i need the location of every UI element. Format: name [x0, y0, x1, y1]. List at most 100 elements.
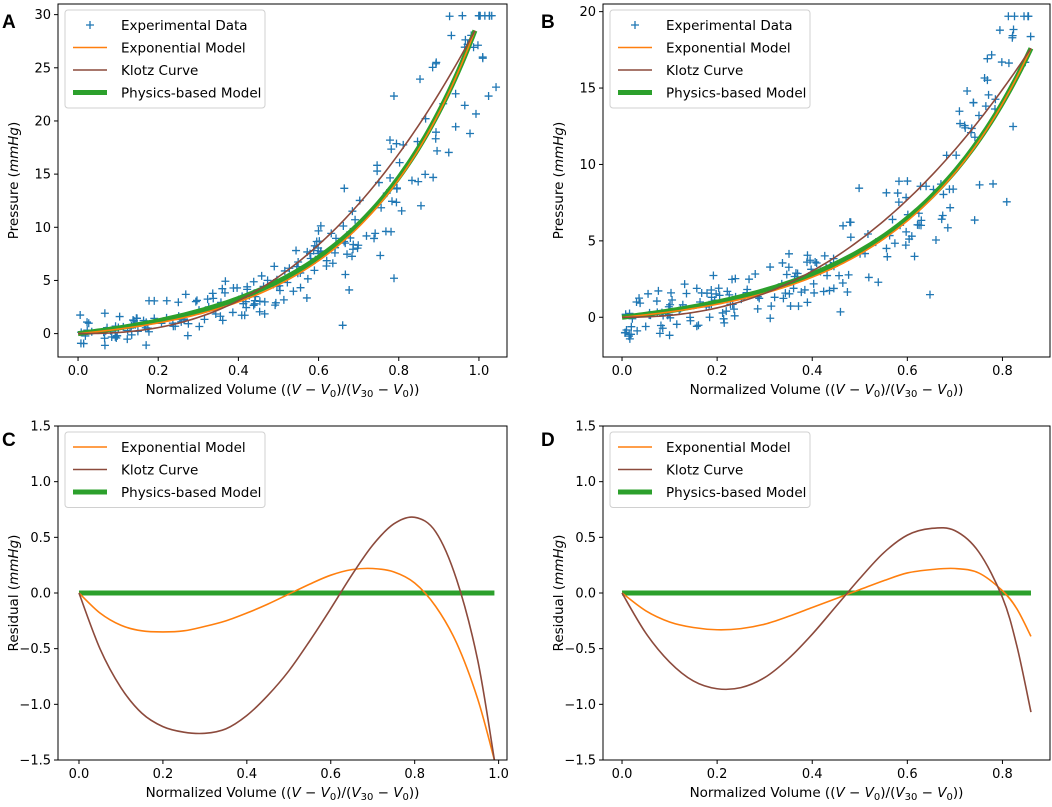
data-point: [397, 206, 406, 215]
data-point: [829, 284, 838, 293]
klotz-curve-line: [621, 526, 1032, 713]
data-point: [339, 221, 348, 230]
data-point: [354, 241, 363, 250]
data-point: [686, 316, 695, 325]
data-point: [910, 252, 919, 261]
data-point: [414, 177, 423, 186]
data-point: [322, 256, 331, 265]
data-point: [480, 11, 489, 20]
data-point: [111, 332, 120, 341]
data-point: [890, 239, 899, 248]
data-point: [328, 259, 337, 268]
data-point: [825, 286, 834, 295]
data-point: [894, 177, 903, 186]
data-point: [162, 296, 171, 305]
axis-ticks: 0.0 0.2 0.4 0.6 0.8 1.0 −1.5 −1.0 −0.5 0.0 0.5 1.0 1…: [19, 420, 509, 783]
data-point: [432, 58, 441, 67]
data-point: [347, 252, 356, 261]
data-point: [786, 302, 795, 311]
data-point: [83, 318, 92, 327]
data-point: [1023, 12, 1032, 21]
legend-label: Experimental Data: [666, 18, 793, 34]
data-point: [963, 87, 972, 96]
data-point: [303, 274, 312, 283]
axis-ticks: 0.0 0.2 0.4 0.6 0.8 −1.5 −1.0 −0.5 0.0 0.5 1.0 1.5: [564, 420, 1012, 783]
data-point: [789, 284, 798, 293]
data-point: [115, 312, 124, 321]
x-tick-label: 0.2: [707, 767, 728, 782]
klotz-curve: [78, 30, 476, 335]
x-tick-label: 0.8: [404, 767, 425, 782]
data-point: [1010, 12, 1019, 21]
data-point: [296, 283, 305, 292]
data-point: [635, 294, 644, 303]
data-point: [127, 330, 136, 339]
data-point: [478, 54, 487, 63]
data-point: [975, 180, 984, 189]
data-point: [466, 129, 475, 138]
data-point: [707, 285, 716, 294]
data-point: [636, 299, 645, 308]
data-point: [390, 274, 399, 283]
data-point: [218, 316, 227, 325]
data-point: [192, 296, 201, 305]
data-point: [779, 294, 788, 303]
data-point: [836, 307, 845, 316]
panel-b-pressure-volume: B 0.0 0.2 0.4 0.6 0.8 0 5 10 15 20 Normalized Volum…: [541, 3, 1051, 400]
data-point: [655, 329, 664, 338]
data-point: [997, 58, 1006, 67]
data-point: [458, 11, 467, 20]
data-point: [846, 233, 855, 242]
data-point: [995, 26, 1004, 35]
legend-label: Klotz Curve: [666, 63, 743, 79]
panel-d-residuals: D 0.0 0.2 0.4 0.6 0.8 −1.5 −1.0 −0.5 0.0 0.5 1.0 1.5…: [541, 420, 1051, 803]
data-point: [451, 89, 460, 98]
y-tick-label: 0.0: [30, 587, 51, 602]
data-point: [682, 289, 691, 298]
data-point: [625, 332, 634, 341]
data-point: [692, 322, 701, 331]
data-point: [820, 251, 829, 260]
exponential-model-line: [78, 567, 496, 760]
data-point: [100, 341, 109, 350]
data-point: [279, 295, 288, 304]
data-point: [718, 308, 727, 317]
data-point: [731, 274, 740, 283]
legend-label: Exponential Model: [121, 41, 246, 57]
y-tick-label: −1.5: [19, 754, 51, 769]
data-point: [722, 307, 731, 316]
data-point: [692, 284, 701, 293]
data-point: [220, 288, 229, 297]
legend-entry: Klotz Curve: [73, 63, 198, 79]
data-point: [943, 223, 952, 232]
legend: Exponential Model Klotz Curve Physics-base…: [609, 431, 811, 508]
data-point: [416, 201, 425, 210]
data-point: [945, 185, 954, 194]
data-point: [310, 266, 319, 275]
legend-box: [64, 431, 266, 508]
data-point: [730, 311, 739, 320]
panel-a-pressure-volume: A 0.0 0.2 0.4 0.6 0.8 1.0 0 5 10 15 20 25 30 Normalize…: [2, 3, 508, 400]
data-point: [823, 271, 832, 280]
x-tick-label: 0.8: [992, 364, 1013, 379]
data-point: [195, 322, 204, 331]
data-point: [974, 111, 983, 120]
x-tick-label: 0.0: [612, 364, 633, 379]
data-point: [835, 271, 844, 280]
data-point: [471, 109, 480, 118]
data-point: [395, 158, 404, 167]
data-point: [702, 289, 711, 298]
data-point: [705, 313, 714, 322]
data-point: [216, 312, 225, 321]
panel-letter-d: D: [541, 430, 555, 451]
x-tick-label: 0.8: [388, 364, 409, 379]
y-tick-label: −1.5: [564, 754, 596, 769]
y-tick-label: 5: [588, 234, 596, 249]
data-point: [377, 203, 386, 212]
data-point: [922, 182, 931, 191]
data-point: [903, 177, 912, 186]
y-axis-label: Residual (mmHg): [551, 535, 567, 652]
data-point: [989, 179, 998, 188]
legend-entry: Physics-based Model: [618, 86, 806, 102]
